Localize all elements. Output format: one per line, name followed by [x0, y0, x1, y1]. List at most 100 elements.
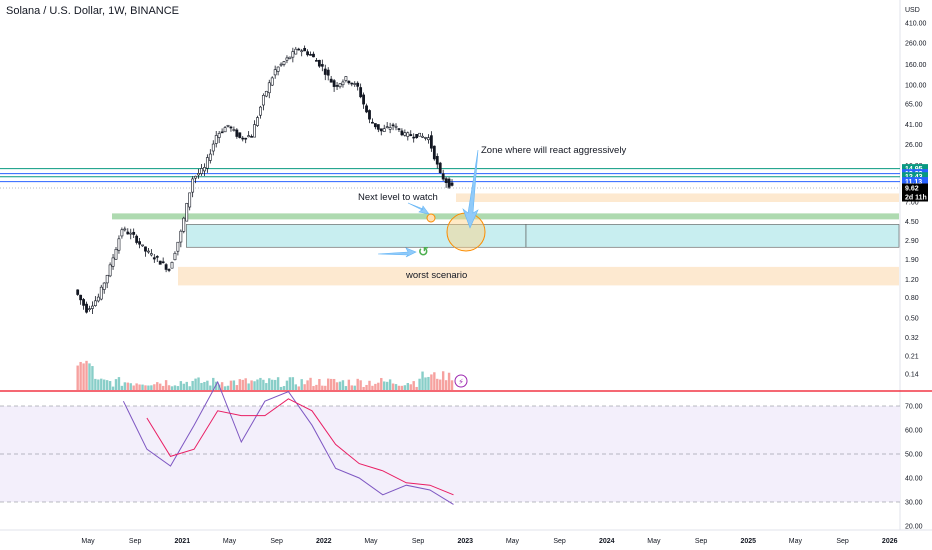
- price-badge-label: 9.62: [905, 185, 919, 192]
- volume-bar: [129, 383, 132, 390]
- arrow-down-icon: [462, 149, 479, 229]
- volume-bar: [441, 371, 445, 390]
- candle-body: [152, 257, 156, 260]
- volume-bar: [182, 383, 185, 390]
- price-tick-label: 0.32: [905, 335, 919, 342]
- candle-body: [309, 54, 312, 56]
- green-level-bar: [112, 213, 899, 220]
- volume-bar: [235, 385, 239, 390]
- candle-body: [135, 235, 139, 243]
- arrow-right-icon: [377, 247, 417, 258]
- volume-bar: [338, 381, 342, 390]
- time-tick-label: 2022: [316, 538, 332, 545]
- candle-body: [415, 134, 419, 139]
- volume-bar: [141, 384, 144, 390]
- candle-body: [388, 127, 392, 130]
- volume-bar: [409, 384, 412, 390]
- candle-body: [91, 305, 94, 309]
- volume-bar: [82, 363, 85, 390]
- time-tick-label: Sep: [553, 538, 566, 545]
- volume-bar: [385, 381, 389, 390]
- candle-body: [79, 294, 83, 301]
- volume-bar: [194, 378, 197, 390]
- volume-bar: [250, 380, 253, 390]
- volume-bar: [238, 379, 241, 390]
- price-tick-label: 4.50: [905, 219, 919, 226]
- candle-body: [359, 87, 363, 98]
- candle-body: [344, 76, 348, 81]
- candle-body: [371, 121, 374, 124]
- volume-bar: [241, 379, 244, 390]
- volume-bar: [439, 379, 442, 390]
- time-tick-label: 2023: [457, 538, 473, 545]
- volume-bar: [285, 380, 289, 390]
- volume-bar: [88, 363, 91, 390]
- volume-bar: [383, 381, 386, 390]
- candle-body: [203, 167, 206, 172]
- highlight-circle: [446, 212, 486, 252]
- candle-body: [223, 127, 227, 133]
- candle-body: [406, 132, 410, 137]
- candle-body: [93, 300, 97, 306]
- price-tick-label: 1.20: [905, 277, 919, 284]
- volume-bar: [191, 380, 194, 390]
- candle-body: [111, 257, 115, 267]
- volume-bar: [114, 379, 118, 390]
- candle-body: [123, 228, 127, 231]
- volume-bar: [276, 377, 280, 390]
- volume-bar: [374, 383, 377, 390]
- candle-body: [238, 132, 242, 138]
- candle-body: [88, 308, 91, 310]
- candle-body: [376, 124, 380, 130]
- candle-body: [353, 83, 357, 85]
- u-turn-icon: ↺: [418, 245, 429, 260]
- candle-body: [85, 303, 88, 313]
- rsi-line: [122, 380, 454, 505]
- volume-bar: [105, 380, 109, 390]
- candle-body: [427, 137, 430, 141]
- candle-body: [188, 192, 192, 208]
- annotation-next-level: Next level to watch: [358, 192, 438, 203]
- candle-body: [161, 261, 165, 264]
- volume-bar: [318, 379, 321, 390]
- volume-bar: [288, 377, 292, 390]
- volume-bar: [353, 385, 356, 390]
- time-tick-label: 2026: [882, 538, 898, 545]
- candle-body: [379, 128, 383, 132]
- volume-bar: [309, 377, 312, 390]
- candle-body: [338, 83, 342, 88]
- volume-bar: [223, 386, 227, 390]
- volume-bar: [433, 372, 436, 390]
- candle-body: [447, 178, 451, 188]
- candle-body: [149, 253, 153, 256]
- rsi-tick-label: 50.00: [905, 452, 923, 459]
- candle-body: [170, 262, 174, 269]
- candles: [76, 45, 454, 314]
- candle-body: [261, 95, 265, 106]
- candle-body: [241, 137, 245, 140]
- candle-body: [208, 153, 212, 161]
- candle-body: [217, 133, 221, 138]
- time-tick-label: 2025: [740, 538, 756, 545]
- volume-bar: [347, 379, 351, 390]
- candle-body: [132, 231, 136, 235]
- candle-body: [226, 124, 230, 127]
- rsi-tick-label: 30.00: [905, 500, 923, 507]
- time-tick-label: Sep: [695, 538, 708, 545]
- candle-body: [96, 296, 100, 302]
- candle-body: [409, 134, 413, 136]
- candle-body: [147, 250, 150, 253]
- volume-bar: [138, 384, 141, 390]
- rsi-tick-label: 40.00: [905, 476, 923, 483]
- volume-bar: [321, 385, 324, 390]
- candle-body: [235, 129, 239, 137]
- candle-body: [412, 136, 416, 139]
- candle-body: [105, 274, 109, 284]
- volume-bar: [91, 366, 94, 390]
- candle-body: [247, 135, 251, 138]
- candle-body: [391, 124, 395, 127]
- volume-bar: [117, 377, 121, 390]
- volume-bar: [85, 360, 88, 390]
- candle-body: [341, 81, 345, 86]
